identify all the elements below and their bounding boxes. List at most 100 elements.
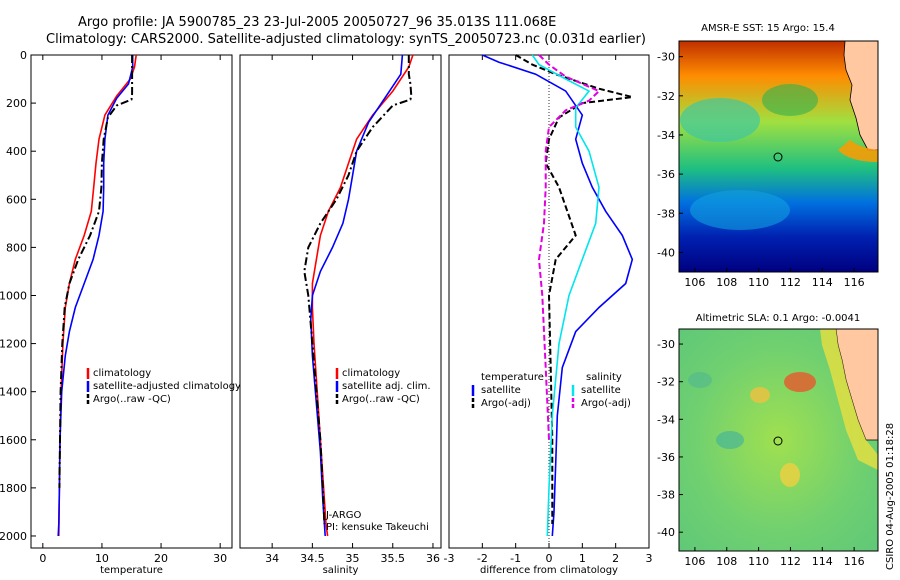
annotation-text: PI: kensuke Takeuchi — [326, 522, 429, 533]
map-y-tick-label: -36 — [657, 168, 675, 181]
map-x-tick-label: 116 — [844, 276, 865, 289]
x-tick-label: 1 — [579, 552, 586, 565]
x-tick-label: -3 — [444, 552, 455, 565]
sst-map: AMSR-E SST: 15 Argo: 15.4 106 108 110 112 11… — [657, 23, 879, 289]
x-axis-label: salinity — [323, 565, 359, 576]
y-tick-label: 800 — [6, 241, 27, 254]
series-line — [537, 54, 601, 440]
map-x-tick-label: 110 — [748, 276, 769, 289]
map-y-tick-label: -40 — [657, 246, 675, 259]
x-tick-label: 0 — [39, 552, 46, 565]
argo-location-marker — [773, 436, 783, 446]
temperature-panel: 0 10 20 30 0 200 400 600 800 1000 1200 1400 1600 1800… — [0, 49, 241, 576]
x-tick-label: 34.5 — [300, 552, 325, 565]
sla-map: Altimetric SLA: 0.1 Argo: -0.0041 106 108… — [657, 313, 879, 568]
sst-map-title: AMSR-E SST: 15 Argo: 15.4 — [701, 23, 835, 34]
map-y-tick-label: -32 — [657, 90, 675, 103]
legend-entry: satellite — [481, 385, 521, 396]
map-x-tick-label: 108 — [716, 555, 737, 568]
legend-heading: temperature — [481, 372, 544, 383]
x-axis-label: difference from climatology — [480, 565, 618, 576]
y-tick-label: 1400 — [0, 386, 27, 399]
panel-frame — [239, 54, 442, 549]
sla-patch — [750, 387, 770, 403]
sst-shelf — [838, 140, 878, 162]
argo-location-marker — [773, 152, 783, 162]
sst-patch — [680, 98, 760, 142]
y-tick-label: 1000 — [0, 289, 27, 302]
map-x-tick-label: 116 — [844, 555, 865, 568]
map-x-tick-label: 106 — [684, 555, 705, 568]
map-y-tick-label: -34 — [657, 129, 675, 142]
x-tick-label: 35 — [346, 552, 360, 565]
map-y-tick-label: -38 — [657, 489, 675, 502]
legend-entry: Argo(-adj) — [581, 398, 631, 409]
y-tick-label: 400 — [6, 145, 27, 158]
map-y-tick-label: -36 — [657, 451, 675, 464]
salinity-panel: 34 34.5 35 35.5 36 salinity climatology satelli… — [239, 54, 442, 576]
legend-entry: Argo(..raw -QC) — [342, 394, 420, 405]
sst-patch — [690, 190, 790, 230]
legend-entry: satellite adj. clim. — [342, 381, 431, 392]
series-line — [58, 55, 134, 488]
map-x-tick-label: 114 — [812, 555, 833, 568]
x-tick-label: 34 — [265, 552, 279, 565]
map-x-tick-label: 110 — [748, 555, 769, 568]
sla-map-frame — [678, 328, 879, 552]
x-tick-label: 3 — [646, 552, 653, 565]
map-y-tick-label: -32 — [657, 376, 675, 389]
map-x-tick-label: 108 — [716, 276, 737, 289]
sst-map-frame — [678, 40, 879, 273]
sst-patch — [762, 84, 818, 116]
map-x-tick-label: 114 — [812, 276, 833, 289]
sla-patch — [784, 372, 816, 392]
legend-entry: satellite — [581, 385, 621, 396]
timestamp-stamp: CSIRO 04-Aug-2005 01:18:28 — [885, 423, 896, 570]
legend-entry: Argo(..raw -QC) — [93, 394, 171, 405]
y-tick-label: 1200 — [0, 338, 27, 351]
sla-map-title: Altimetric SLA: 0.1 Argo: -0.0041 — [696, 313, 861, 324]
x-tick-label: 2 — [612, 552, 619, 565]
annotation-text: J-ARGO — [325, 510, 362, 521]
figure-title-line2: Climatology: CARS2000. Satellite-adjuste… — [46, 32, 646, 47]
y-tick-label: 1600 — [0, 434, 27, 447]
sla-patch — [780, 463, 800, 487]
x-tick-label: 30 — [213, 552, 227, 565]
x-tick-label: 35.5 — [381, 552, 406, 565]
y-tick-label: 2000 — [0, 530, 27, 543]
map-x-tick-label: 112 — [780, 276, 801, 289]
y-tick-label: 0 — [20, 49, 27, 62]
x-tick-label: 10 — [95, 552, 109, 565]
legend-entry: Argo(-adj) — [481, 398, 531, 409]
x-tick-label: -1 — [510, 552, 521, 565]
legend-entry: satellite-adjusted climatology — [93, 381, 241, 392]
legend-entry: climatology — [93, 368, 151, 379]
map-y-tick-label: -30 — [657, 338, 675, 351]
series-line — [531, 54, 600, 537]
map-y-tick-label: -30 — [657, 51, 675, 64]
y-tick-label: 600 — [6, 193, 27, 206]
map-y-tick-label: -40 — [657, 526, 675, 539]
x-tick-label: 36 — [426, 552, 440, 565]
x-tick-label: -2 — [477, 552, 488, 565]
sla-patch — [688, 372, 712, 388]
map-y-tick-label: -38 — [657, 207, 675, 220]
series-line — [481, 54, 634, 537]
difference-panel: -3 -2 -1 0 1 2 3 difference from climatology tem… — [444, 54, 653, 576]
y-tick-label: 1800 — [0, 482, 27, 495]
sst-field — [679, 41, 878, 272]
map-y-tick-label: -34 — [657, 413, 675, 426]
panel-frame — [30, 54, 233, 549]
map-x-tick-label: 106 — [684, 276, 705, 289]
series-line — [303, 55, 413, 525]
x-axis-label: temperature — [100, 565, 163, 576]
y-tick-label: 200 — [6, 97, 27, 110]
map-x-tick-label: 112 — [780, 555, 801, 568]
sla-shelf — [820, 329, 878, 470]
figure-title-line1: Argo profile: JA 5900785_23 23-Jul-2005 … — [78, 15, 556, 30]
x-tick-label: 0 — [546, 552, 553, 565]
sla-patch — [716, 431, 744, 449]
legend-entry: climatology — [342, 368, 400, 379]
x-tick-label: 20 — [154, 552, 168, 565]
